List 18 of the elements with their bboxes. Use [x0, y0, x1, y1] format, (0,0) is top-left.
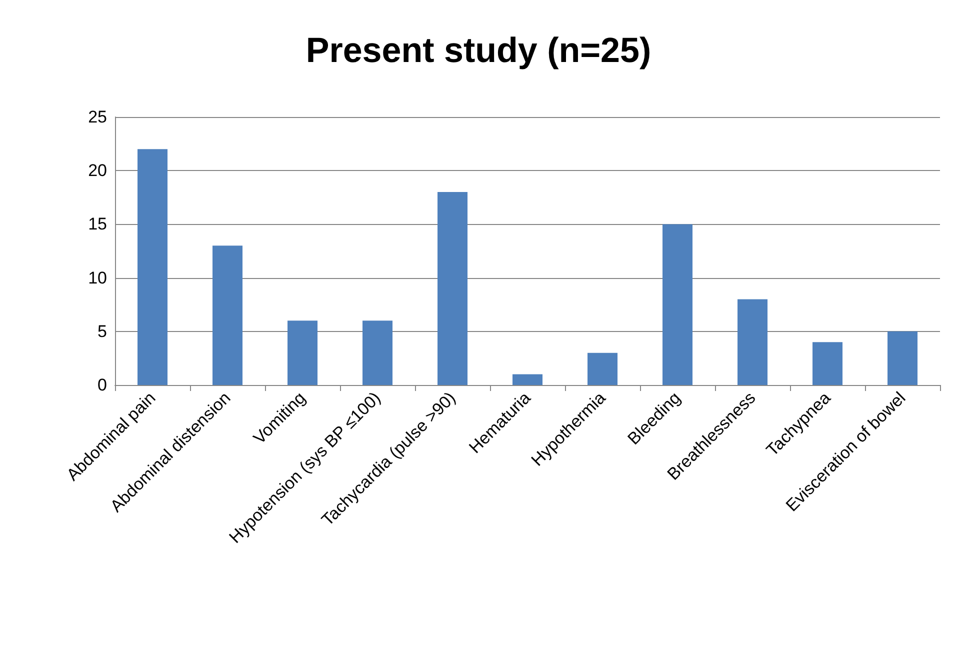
bar [738, 299, 768, 385]
bar [512, 374, 542, 385]
bar [888, 331, 918, 385]
chart-title: Present study (n=25) [306, 31, 652, 70]
y-tick-label: 20 [88, 161, 107, 180]
bar [812, 342, 842, 385]
y-tick-label: 10 [88, 268, 107, 288]
bar [438, 192, 468, 385]
bar [662, 224, 692, 385]
bar [212, 246, 242, 385]
y-tick-label: 25 [88, 108, 107, 126]
bar [138, 149, 168, 385]
bar [288, 320, 318, 385]
y-tick-label: 15 [88, 214, 107, 234]
y-tick-label: 0 [98, 376, 107, 394]
y-tick-label: 5 [98, 322, 107, 341]
bar [588, 352, 618, 385]
bar [362, 320, 392, 385]
